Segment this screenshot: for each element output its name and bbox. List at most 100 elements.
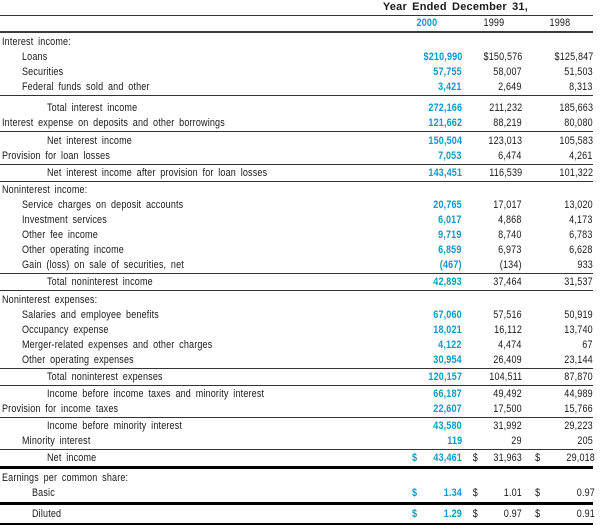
- value-cell-1999: 123,013: [462, 134, 522, 149]
- row-label-cell: Securities: [0, 65, 387, 80]
- table-row: Interest income:: [0, 35, 593, 50]
- dollar-value: $0.97: [473, 507, 522, 522]
- cell-value: 2,649: [498, 81, 522, 93]
- table-row: Earnings per common share:: [0, 471, 593, 486]
- cell-value: (467): [440, 259, 462, 271]
- value-cell-1998: 80,080: [522, 116, 593, 131]
- divider: [0, 368, 593, 369]
- row-label-cell: Investment services: [0, 213, 387, 228]
- row-label-cell: Diluted: [0, 507, 387, 522]
- cell-value: 31,992: [493, 420, 522, 432]
- value-cell-1999: (134): [462, 258, 522, 273]
- cell-value: 101,322: [559, 167, 593, 179]
- value-cell-1999: 104,511: [462, 370, 522, 385]
- dollar-value: $0.91: [535, 507, 595, 522]
- divider-under-period-header: [0, 15, 593, 16]
- value-cell-1998: $0.97: [522, 486, 595, 501]
- value-cell-1998: $0.91: [522, 507, 595, 522]
- divider: [0, 385, 593, 386]
- row-label: Minority interest: [22, 435, 91, 447]
- cell-value: 4,261: [569, 150, 593, 162]
- table-row: Occupancy expense 18,021 16,112 13,740: [0, 323, 593, 338]
- value-cell-1998: 4,173: [522, 213, 593, 228]
- table-row: Total interest income 272,166 211,232 185,6…: [0, 101, 593, 116]
- table-row: Income before income taxes and minority …: [0, 387, 593, 402]
- row-label: Interest income:: [2, 36, 71, 48]
- value-cell-1999: 4,868: [462, 213, 522, 228]
- value-cell-2000: [387, 293, 462, 308]
- column-header-1999: 1999: [483, 17, 505, 29]
- value-cell-1999: 17,500: [462, 402, 522, 417]
- row-label-cell: Noninterest expenses:: [0, 293, 387, 308]
- thick-divider: [0, 523, 593, 525]
- divider-under-year-headers: [0, 31, 593, 33]
- row-label-cell: Salaries and employee benefits: [0, 308, 387, 323]
- cell-value: 50,919: [564, 309, 593, 321]
- cell-value: 9,719: [438, 229, 462, 241]
- row-label-cell: Net interest income: [0, 134, 387, 149]
- value-cell-1998: 933: [522, 258, 593, 273]
- cell-value: 26,409: [493, 354, 522, 366]
- currency-symbol: $: [472, 487, 478, 499]
- value-cell-1998: 185,663: [522, 101, 593, 116]
- row-label-cell: Service charges on deposit accounts: [0, 198, 387, 213]
- cell-value: 6,783: [569, 229, 593, 241]
- table-row: Provision for loan losses 7,053 6,474 4,261: [0, 149, 593, 164]
- value-cell-1999: 211,232: [462, 101, 522, 116]
- period-header-row: Year Ended December 31,: [0, 0, 593, 15]
- value-cell-1998: 67: [522, 338, 593, 353]
- currency-symbol: $: [411, 452, 418, 464]
- value-cell-1998: [522, 183, 593, 198]
- cell-value: 6,474: [498, 150, 522, 162]
- row-label-cell: Total noninterest expenses: [0, 370, 387, 385]
- cell-value: 0.97: [503, 508, 522, 520]
- row-label-cell: Interest income:: [0, 35, 387, 50]
- cell-value: 1.34: [443, 487, 462, 499]
- currency-symbol: $: [535, 508, 541, 520]
- value-cell-1998: 31,537: [522, 275, 593, 290]
- row-label: Provision for loan losses: [2, 150, 111, 162]
- thick-divider: [0, 466, 593, 469]
- currency-symbol: $: [411, 487, 418, 499]
- cell-value: 31,963: [493, 452, 522, 464]
- cell-value: 66,187: [433, 388, 462, 400]
- cell-value: 6,859: [438, 244, 462, 256]
- row-label: Net income: [47, 452, 97, 464]
- cell-value: $125,847: [554, 51, 593, 63]
- cell-value: $210,990: [423, 51, 462, 63]
- cell-value: 205: [577, 435, 593, 447]
- value-cell-2000: 272,166: [387, 101, 462, 116]
- row-label: Provision for income taxes: [2, 403, 119, 415]
- divider: [0, 95, 593, 96]
- value-cell-2000: 66,187: [387, 387, 462, 402]
- row-label: Total noninterest expenses: [47, 371, 163, 383]
- currency-symbol: $: [472, 508, 478, 520]
- cell-value: 211,232: [488, 102, 522, 114]
- cell-value: 23,144: [564, 354, 593, 366]
- divider: [0, 449, 593, 450]
- value-cell-1998: $29,018: [522, 451, 595, 466]
- dollar-value: $1.01: [473, 486, 522, 501]
- table-row: Federal funds sold and other 3,421 2,649 8,…: [0, 80, 593, 95]
- cell-value: 4,122: [438, 339, 462, 351]
- value-cell-2000: 18,021: [387, 323, 462, 338]
- value-cell-2000: 57,755: [387, 65, 462, 80]
- value-cell-2000: $1.34: [387, 486, 462, 501]
- cell-value: 80,080: [564, 117, 593, 129]
- value-cell-1999: 4,474: [462, 338, 522, 353]
- table-row: Provision for income taxes 22,607 17,500 15…: [0, 402, 593, 417]
- cell-value: 123,013: [488, 135, 522, 147]
- value-cell-1999: 116,539: [462, 166, 522, 181]
- cell-value: (134): [500, 259, 522, 271]
- cell-value: 58,007: [493, 66, 522, 78]
- value-cell-1998: 101,322: [522, 166, 593, 181]
- value-cell-1999: 16,112: [462, 323, 522, 338]
- cell-value: 0.97: [576, 487, 595, 499]
- value-cell-2000: 6,859: [387, 243, 462, 258]
- value-cell-1999: $0.97: [462, 507, 522, 522]
- value-cell-1998: 87,870: [522, 370, 593, 385]
- value-cell-2000: 121,662: [387, 116, 462, 131]
- cell-value: 51,503: [564, 66, 593, 78]
- table-row: Salaries and employee benefits 67,060 57,5…: [0, 308, 593, 323]
- row-label-cell: Net income: [0, 451, 387, 466]
